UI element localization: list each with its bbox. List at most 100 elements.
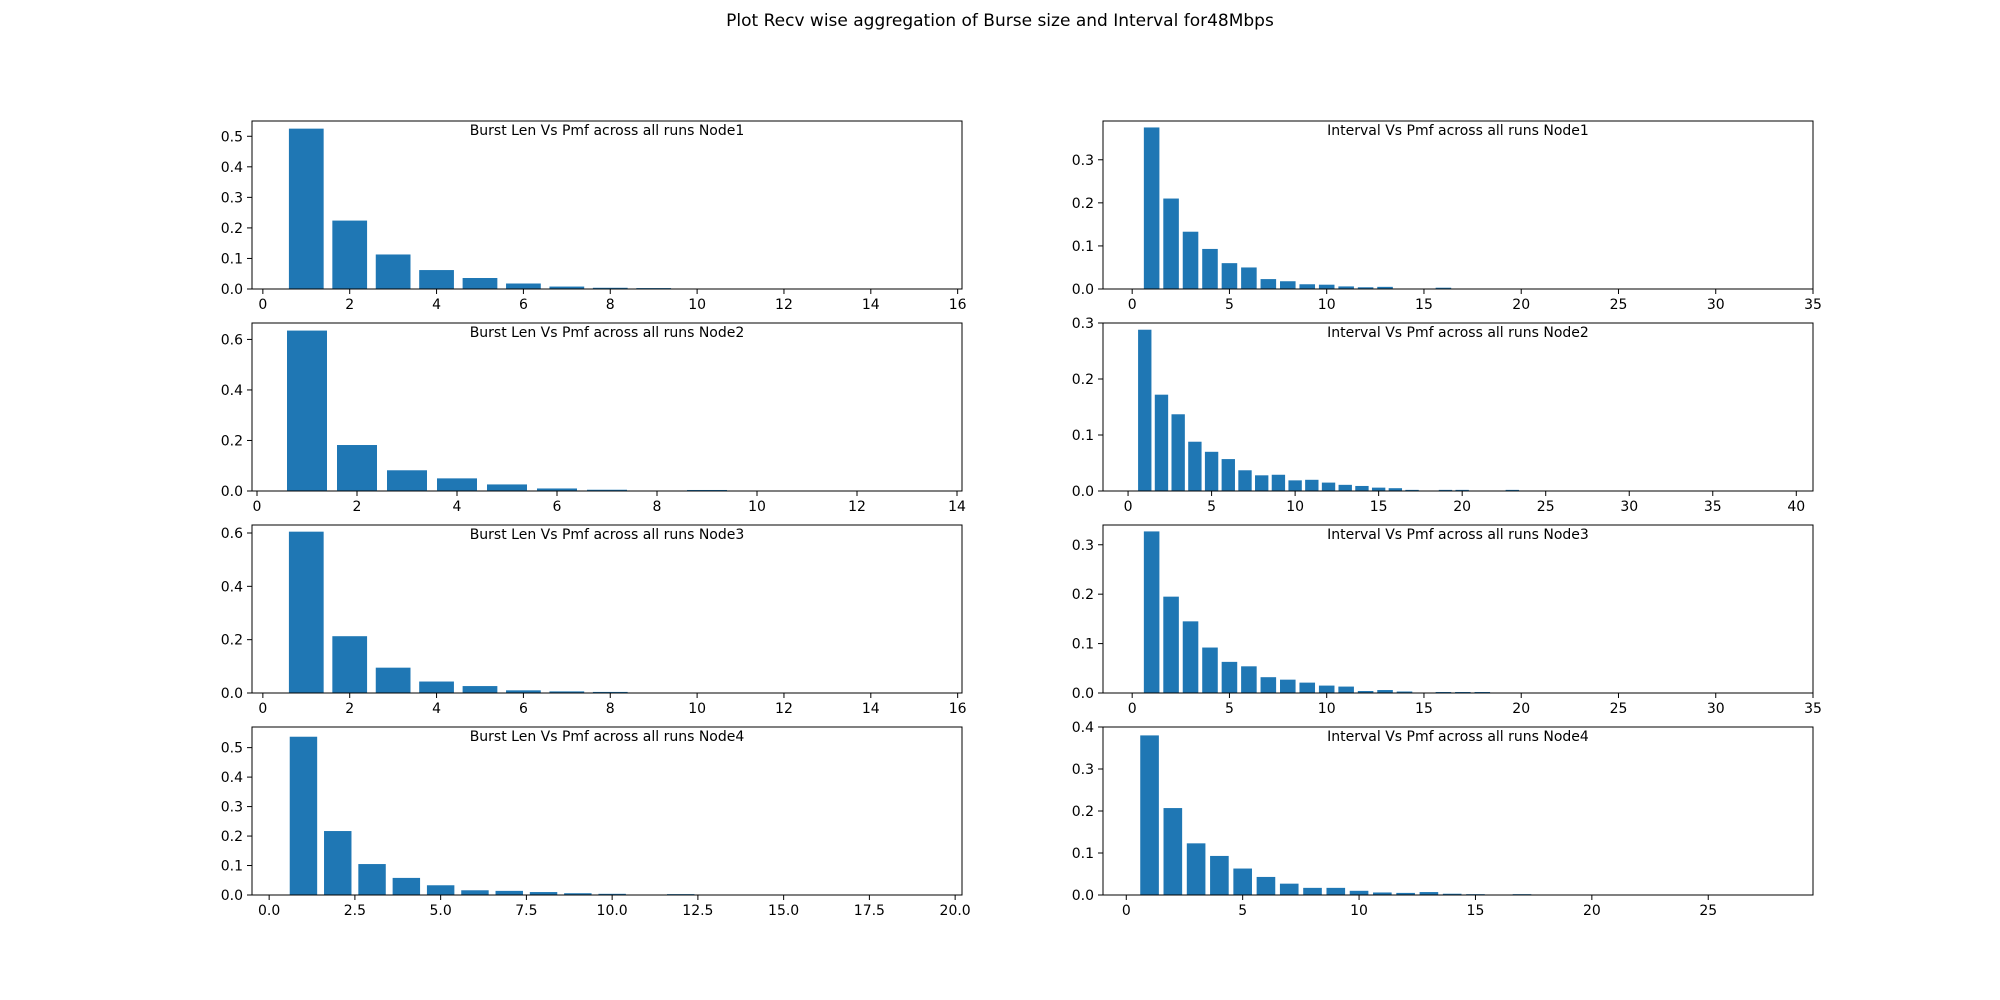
y-tick-label: 0.4 (221, 770, 243, 786)
y-tick-label: 0.1 (221, 859, 243, 875)
x-tick-label: 12.5 (682, 903, 713, 919)
bar-x9 (1299, 682, 1316, 693)
x-tick-label: 0 (1128, 701, 1137, 717)
x-tick-label: 15.0 (768, 903, 799, 919)
bar-x2 (1163, 596, 1179, 693)
bar-x12 (1357, 287, 1374, 289)
bar-x16 (1388, 488, 1403, 491)
chart-title: Burst Len Vs Pmf across all runs Node4 (470, 729, 745, 745)
y-tick-label: 0.3 (1072, 538, 1094, 554)
x-tick-label: 35 (1804, 701, 1822, 717)
bar-x7 (1260, 279, 1277, 289)
chart-title: Interval Vs Pmf across all runs Node3 (1327, 527, 1589, 543)
chart-interval-node4: 0 5 10 15 20 25 0.0 0.1 0.2 0.3 0.4 Interval Vs Pmf… (1072, 720, 1814, 919)
bar-x7 (1260, 677, 1277, 693)
x-tick-label: 16 (949, 701, 967, 717)
x-tick-label: 20 (1512, 297, 1530, 313)
x-tick-label: 0 (1122, 903, 1131, 919)
y-tick-label: 0.6 (221, 332, 243, 348)
bar-x13 (1419, 892, 1439, 895)
x-tick-label: 4 (453, 499, 462, 515)
bar-x5 (462, 278, 498, 289)
bar-x6 (1256, 876, 1276, 895)
bar-x10 (1318, 685, 1335, 693)
chart-title: Interval Vs Pmf across all runs Node1 (1327, 123, 1589, 139)
chart-title: Interval Vs Pmf across all runs Node4 (1327, 729, 1589, 745)
bar-x2 (337, 445, 377, 491)
chart-title: Burst Len Vs Pmf across all runs Node3 (470, 527, 745, 543)
x-tick-label: 20 (1453, 499, 1471, 515)
x-tick-label: 25 (1610, 701, 1628, 717)
chart-title: Interval Vs Pmf across all runs Node2 (1327, 325, 1589, 341)
bar-x9 (1326, 887, 1346, 895)
bar-x4 (1188, 441, 1202, 491)
x-tick-label: 5.0 (430, 903, 452, 919)
bar-x4 (1210, 855, 1229, 895)
x-tick-label: 0.0 (258, 903, 280, 919)
bar-x1 (287, 330, 327, 491)
y-tick-label: 0.5 (221, 741, 243, 757)
bar-x8 (592, 691, 628, 693)
bar-x6 (506, 690, 541, 693)
bar-x5 (1221, 263, 1238, 289)
x-tick-label: 10 (1286, 499, 1304, 515)
y-tick-label: 0.2 (221, 433, 243, 449)
axes-frame (251, 524, 963, 694)
x-tick-label: 0 (258, 701, 267, 717)
bar-x10 (598, 893, 626, 895)
bar-x14 (1396, 691, 1413, 693)
bar-x7 (495, 890, 523, 895)
x-tick-label: 14 (862, 297, 880, 313)
x-tick-label: 35 (1804, 297, 1822, 313)
x-tick-label: 10 (1350, 903, 1368, 919)
y-tick-label: 0.6 (221, 526, 243, 542)
bar-x9 (1299, 284, 1316, 289)
x-tick-label: 15 (1370, 499, 1388, 515)
y-tick-label: 0.1 (1072, 846, 1094, 862)
y-tick-label: 0.0 (1072, 282, 1094, 298)
x-tick-label: 2 (345, 701, 354, 717)
bar-x5 (487, 484, 527, 491)
axes-frame (1102, 120, 1814, 290)
axes-frame (1102, 322, 1814, 492)
y-tick-label: 0.4 (1072, 720, 1094, 736)
y-tick-label: 0.4 (221, 579, 243, 595)
y-tick-label: 0.4 (221, 383, 243, 399)
y-tick-label: 0.5 (221, 129, 243, 145)
y-tick-label: 0.2 (221, 221, 243, 237)
y-tick-label: 0.0 (1072, 888, 1094, 904)
bar-x8 (529, 892, 558, 895)
bar-x8 (1303, 887, 1322, 895)
x-tick-label: 0 (1128, 297, 1137, 313)
x-tick-label: 30 (1707, 701, 1725, 717)
bar-x1 (288, 128, 324, 289)
x-tick-label: 30 (1707, 297, 1725, 313)
bar-x1 (1143, 531, 1160, 693)
x-tick-label: 4 (432, 297, 441, 313)
x-tick-label: 0 (258, 297, 267, 313)
x-tick-label: 10 (748, 499, 766, 515)
x-tick-label: 25 (1699, 903, 1717, 919)
bar-x6 (1241, 666, 1257, 693)
x-tick-label: 14 (862, 701, 880, 717)
y-tick-label: 0.1 (1072, 428, 1094, 444)
subplot-grid: 0 2 4 6 8 10 12 14 16 0.0 0.1 0.2 0.3 0.4 0.5 Burst Len… (221, 120, 1822, 919)
bar-x10 (1318, 284, 1335, 289)
x-tick-label: 15 (1467, 903, 1485, 919)
x-tick-label: 15 (1415, 701, 1433, 717)
bar-x2 (1154, 394, 1169, 491)
x-tick-label: 5 (1207, 499, 1216, 515)
x-tick-label: 6 (519, 701, 528, 717)
bar-x8 (1280, 281, 1296, 289)
y-tick-label: 0.3 (1072, 762, 1094, 778)
y-tick-label: 0.1 (1072, 637, 1094, 653)
x-tick-label: 5 (1238, 903, 1247, 919)
x-tick-label: 20.0 (940, 903, 971, 919)
bar-x8 (1280, 679, 1296, 693)
x-tick-label: 7.5 (515, 903, 537, 919)
y-tick-label: 0.0 (221, 282, 243, 298)
x-tick-label: 25 (1537, 499, 1555, 515)
y-tick-label: 0.2 (1072, 804, 1094, 820)
x-tick-label: 5 (1225, 297, 1234, 313)
